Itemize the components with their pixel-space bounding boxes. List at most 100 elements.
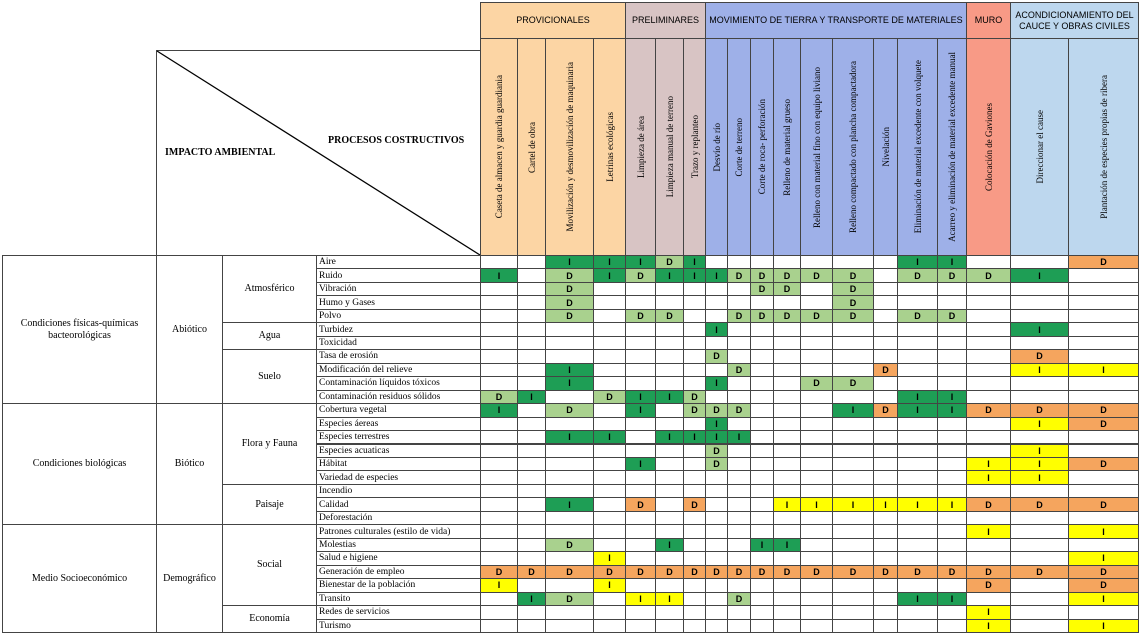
empty-cell: [750, 322, 774, 337]
empty-cell: [750, 349, 774, 364]
impact-cell: I: [966, 605, 1011, 620]
empty-cell: [545, 322, 594, 337]
empty-cell: [1068, 443, 1139, 458]
empty-cell: [832, 255, 874, 270]
impact-cell: D: [1068, 255, 1139, 270]
impact-cell: I: [1010, 470, 1069, 485]
impact-cell: I: [1068, 591, 1139, 607]
row-label: Incendio: [316, 483, 481, 499]
category: Condiciones físicas-químicas bacteorológ…: [2, 255, 157, 405]
row-label: Especies acuaticas: [316, 443, 481, 458]
empty-cell: [750, 497, 774, 512]
empty-cell: [517, 443, 546, 458]
empty-cell: [655, 295, 684, 310]
empty-cell: [832, 416, 874, 432]
empty-cell: [1068, 268, 1139, 283]
empty-cell: [800, 578, 833, 593]
row-label: Patrones culturales (estilo de vida): [316, 524, 481, 539]
impact-cell: I: [683, 255, 706, 270]
empty-cell: [480, 416, 518, 432]
empty-cell: [727, 349, 751, 364]
empty-cell: [832, 551, 874, 566]
impact-cell: I: [517, 389, 546, 405]
impact-cell: I: [897, 255, 938, 270]
impact-cell: D: [705, 403, 728, 418]
empty-cell: [593, 295, 626, 310]
impact-cell: I: [625, 389, 656, 405]
impact-cell: D: [625, 497, 656, 512]
empty-cell: [937, 551, 967, 566]
empty-cell: [480, 322, 518, 337]
empty-cell: [517, 551, 546, 566]
empty-cell: [800, 416, 833, 432]
empty-cell: [873, 524, 898, 539]
empty-cell: [727, 605, 751, 620]
empty-cell: [773, 403, 801, 418]
empty-cell: [705, 578, 728, 593]
column-label-text: Acarreo y eliminación de material excede…: [947, 52, 957, 242]
empty-cell: [545, 510, 594, 526]
empty-cell: [800, 470, 833, 485]
empty-cell: [517, 403, 546, 418]
row-label: Bienestar de la población: [316, 578, 481, 593]
empty-cell: [517, 483, 546, 499]
impact-cell: I: [545, 430, 594, 445]
empty-cell: [750, 618, 774, 633]
column-label-text: Eliminación de material excedente con vo…: [912, 60, 923, 234]
impact-cell: I: [683, 268, 706, 283]
empty-cell: [966, 537, 1011, 553]
empty-cell: [705, 255, 728, 270]
impact-cell: D: [625, 308, 656, 324]
column-label: Eliminación de material excedente con vo…: [897, 38, 938, 256]
impact-cell: I: [937, 591, 967, 607]
empty-cell: [800, 456, 833, 472]
empty-cell: [750, 551, 774, 566]
impact-cell: I: [655, 591, 684, 607]
impact-cell: I: [1010, 322, 1069, 337]
empty-cell: [1068, 389, 1139, 405]
empty-cell: [683, 470, 706, 485]
empty-cell: [480, 551, 518, 566]
empty-cell: [873, 618, 898, 633]
empty-cell: [545, 470, 594, 485]
empty-cell: [517, 255, 546, 270]
empty-cell: [727, 578, 751, 593]
empty-cell: [773, 362, 801, 378]
impact-cell: D: [966, 403, 1011, 418]
empty-cell: [897, 551, 938, 566]
empty-cell: [683, 510, 706, 526]
empty-cell: [705, 389, 728, 405]
empty-cell: [705, 551, 728, 566]
empty-cell: [480, 308, 518, 324]
impact-cell: D: [800, 268, 833, 283]
impact-cell: D: [593, 389, 626, 405]
empty-cell: [832, 591, 874, 607]
row-label: Humo y Gases: [316, 295, 481, 310]
empty-cell: [1068, 483, 1139, 499]
empty-cell: [625, 322, 656, 337]
column-label-text: Relleno de material grueso: [782, 98, 792, 196]
empty-cell: [832, 362, 874, 378]
empty-cell: [727, 524, 751, 539]
empty-cell: [517, 470, 546, 485]
impact-cell: I: [480, 403, 518, 418]
empty-cell: [1068, 430, 1139, 445]
impact-cell: I: [593, 430, 626, 445]
column-label: Relleno con material fino con equipo liv…: [800, 38, 833, 256]
column-label-text: Plantación de especies propias de ribera: [1098, 75, 1109, 219]
impact-cell: I: [545, 497, 594, 512]
empty-cell: [655, 483, 684, 499]
empty-cell: [593, 605, 626, 620]
empty-cell: [480, 510, 518, 526]
impact-cell: I: [705, 430, 728, 445]
empty-cell: [705, 281, 728, 297]
empty-cell: [832, 537, 874, 553]
empty-cell: [1068, 470, 1139, 485]
empty-cell: [800, 537, 833, 553]
empty-cell: [937, 416, 967, 432]
empty-cell: [593, 456, 626, 472]
column-label: Corte de roca- perforación: [750, 38, 774, 256]
empty-cell: [800, 322, 833, 337]
impact-cell: I: [1010, 456, 1069, 472]
